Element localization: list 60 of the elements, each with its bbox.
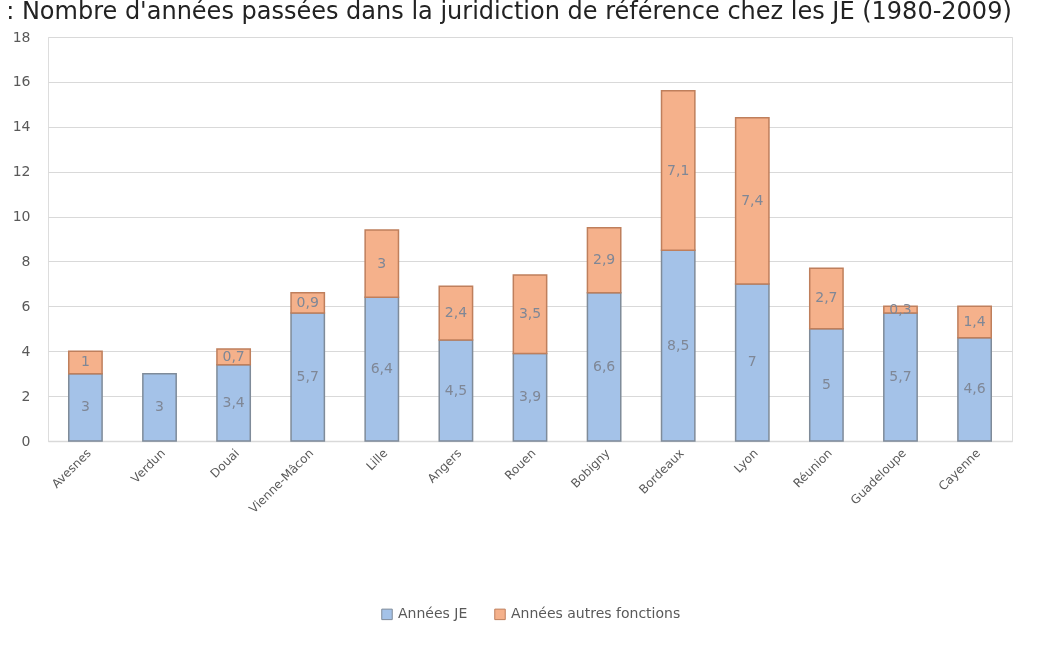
data-label: 6,4	[370, 360, 394, 377]
y-tick-label: 6	[21, 297, 31, 314]
bar	[290, 312, 326, 442]
data-label: 2,7	[815, 289, 838, 306]
data-label: 6,6	[592, 357, 616, 374]
bar	[512, 352, 548, 442]
bar	[586, 292, 622, 442]
data-label: 3	[80, 398, 90, 415]
bar	[808, 328, 844, 442]
data-label: 7,4	[741, 191, 764, 208]
y-tick-label: 16	[12, 73, 31, 90]
y-tick-label: 8	[21, 252, 31, 269]
data-label: 3,9	[518, 388, 542, 405]
bar	[586, 227, 622, 294]
data-label: 3,4	[222, 393, 245, 410]
bar	[512, 274, 548, 355]
y-tick-label: 10	[12, 208, 31, 225]
y-tick-label: 2	[21, 387, 31, 404]
bar	[734, 117, 770, 285]
bar	[142, 372, 177, 442]
bar	[438, 285, 474, 341]
data-label: 5,7	[296, 368, 319, 385]
data-label: 2,9	[592, 251, 616, 268]
bar	[660, 90, 696, 251]
data-label: 2,4	[444, 304, 468, 321]
bar	[68, 372, 103, 442]
bar	[734, 283, 770, 442]
bar	[808, 267, 844, 330]
data-label: 0,7	[222, 347, 245, 364]
data-label: 5,7	[889, 368, 912, 385]
data-label: 5	[821, 375, 831, 392]
data-label: 7,1	[667, 161, 690, 178]
bar	[660, 249, 696, 442]
chart-title: : Nombre d'années passées dans la juridiction de référence chez les JE (1980-2009)	[6, 0, 1012, 25]
bar	[364, 229, 400, 299]
y-tick-label: 12	[12, 163, 31, 180]
bar	[68, 350, 103, 375]
data-label: 8,5	[667, 336, 690, 353]
legend-label: Années autres fonctions	[511, 605, 681, 622]
data-label: 1	[80, 353, 90, 370]
y-tick-label: 18	[12, 28, 31, 45]
data-label: 4,5	[444, 381, 468, 398]
data-label: 4,6	[963, 380, 986, 397]
y-tick-label: 4	[21, 342, 31, 359]
bar	[438, 339, 474, 442]
data-label: 7	[747, 353, 757, 370]
legend-label: Années JE	[398, 605, 468, 622]
bar	[957, 305, 992, 339]
y-tick-label: 14	[12, 118, 31, 135]
data-label: 1,4	[963, 313, 986, 330]
data-label: 3	[377, 254, 387, 271]
bar	[364, 296, 400, 442]
bar	[957, 337, 992, 442]
x-tick-label: Lille	[363, 446, 391, 474]
data-label: 0,3	[889, 300, 912, 317]
data-label: 3,5	[518, 305, 542, 322]
data-label: 0,9	[296, 293, 319, 310]
data-label: 3	[155, 398, 164, 415]
y-tick-label: 0	[21, 432, 31, 449]
bar	[216, 363, 252, 442]
